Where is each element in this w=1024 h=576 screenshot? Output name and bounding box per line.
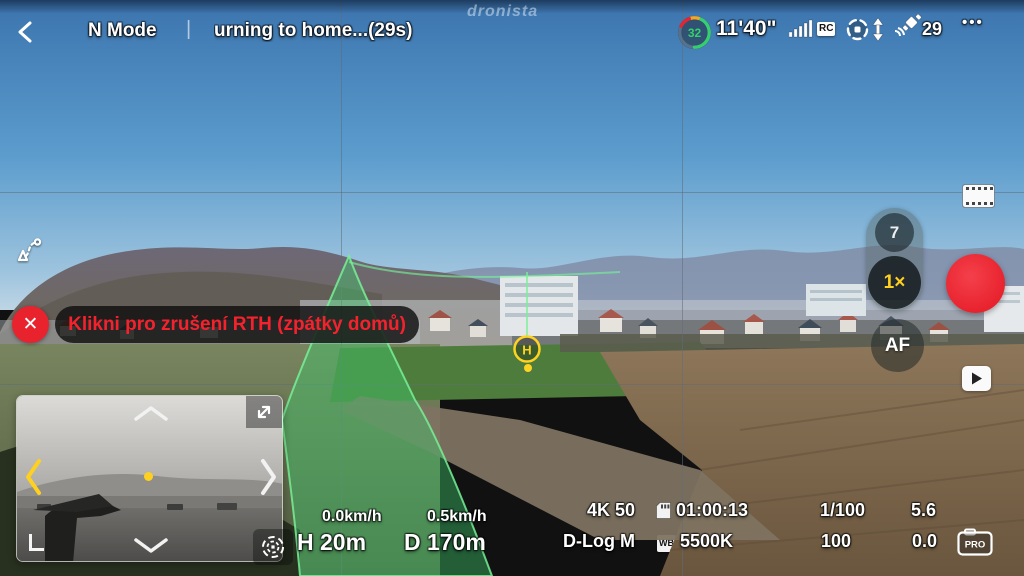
pip-right-chevron[interactable] [260, 458, 278, 496]
rth-route-icon[interactable] [14, 236, 44, 264]
back-button[interactable] [14, 18, 38, 46]
color-profile[interactable]: D-Log M [563, 531, 635, 551]
sd-card-icon [656, 502, 671, 519]
zoom-control-pill: 7 1× [866, 208, 923, 311]
record-time: 01:00:13 [676, 500, 749, 520]
rth-cancel-text: Klikni pro zrušení RTH (zpátky domů) [68, 313, 406, 335]
home-point-label: H [522, 343, 531, 358]
grid-line-horizontal-1 [0, 192, 1024, 193]
pip-grayscale-feed [17, 396, 282, 561]
battery-arc-red [679, 17, 692, 28]
pip-up-chevron[interactable] [133, 404, 169, 422]
af-label: AF [884, 334, 911, 356]
rc-signal-icon [789, 19, 813, 38]
close-icon: ✕ [22, 314, 39, 335]
expand-icon [257, 405, 271, 419]
aperture-value[interactable]: 5.6 [911, 500, 937, 520]
height-readout: H 20m [297, 529, 367, 555]
topbar-separator: | [186, 18, 192, 40]
pip-left-chevron[interactable] [24, 458, 42, 496]
speed-left: 0.0km/h [322, 508, 382, 525]
grid-line-vertical-2 [682, 0, 683, 576]
battery-percent: 32 [688, 26, 702, 40]
grid-line-horizontal-2 [0, 384, 1024, 385]
video-mode-icon[interactable] [962, 184, 995, 208]
playback-button[interactable] [962, 366, 991, 391]
pro-mode-button[interactable]: PRO [957, 528, 993, 556]
battery-gauge[interactable]: 32 [676, 14, 713, 51]
play-icon [971, 372, 982, 385]
watermark: dronista [467, 3, 539, 20]
rth-cancel-banner[interactable]: Klikni pro zrušení RTH (zpátky domů) [55, 306, 419, 343]
af-button[interactable]: AF [871, 319, 924, 372]
rth-cancel-button[interactable]: ✕ [12, 306, 49, 343]
vision-positioning-icon[interactable] [845, 17, 870, 42]
grid-line-vertical-1 [341, 0, 342, 576]
pip-down-chevron[interactable] [133, 537, 169, 555]
flight-time-remaining: 11'40" [716, 17, 777, 40]
satellite-count: 29 [922, 19, 943, 39]
zoom-level-button[interactable]: 1× [868, 256, 921, 309]
wb-value[interactable]: 5500K [680, 531, 734, 551]
gimbal-icon [262, 536, 284, 558]
gimbal-button[interactable] [253, 529, 293, 565]
mm-value[interactable]: 0.0 [912, 531, 938, 551]
pip-window[interactable] [16, 395, 283, 562]
pro-label: PRO [965, 540, 986, 551]
pip-expand-button[interactable] [246, 396, 282, 428]
battery-arc-green [692, 17, 711, 49]
speed-right: 0.5km/h [427, 508, 487, 525]
flight-mode-label[interactable]: N Mode [88, 20, 157, 41]
pip-corner-mark [29, 534, 44, 551]
lens-count-button[interactable]: 7 [875, 213, 914, 252]
gps-satellite-icon[interactable] [894, 14, 922, 40]
rth-status-message: urning to home...(29s) [214, 20, 413, 41]
shutter-value[interactable]: 1/100 [820, 500, 866, 520]
zoom-level-label: 1× [883, 271, 906, 293]
updown-arrows-icon [872, 17, 884, 42]
top-gradient [0, 0, 1024, 14]
lens-count-label: 7 [889, 222, 900, 242]
back-chevron-icon [18, 21, 32, 43]
resolution-fps[interactable]: 4K 50 [587, 500, 636, 520]
pip-center-dot [144, 472, 153, 481]
iso-value[interactable]: 100 [821, 531, 852, 551]
distance-readout: D 170m [404, 529, 486, 555]
more-menu-button[interactable]: ••• [962, 14, 984, 31]
rc-badge: RC [817, 22, 836, 36]
record-button[interactable] [946, 254, 1005, 313]
